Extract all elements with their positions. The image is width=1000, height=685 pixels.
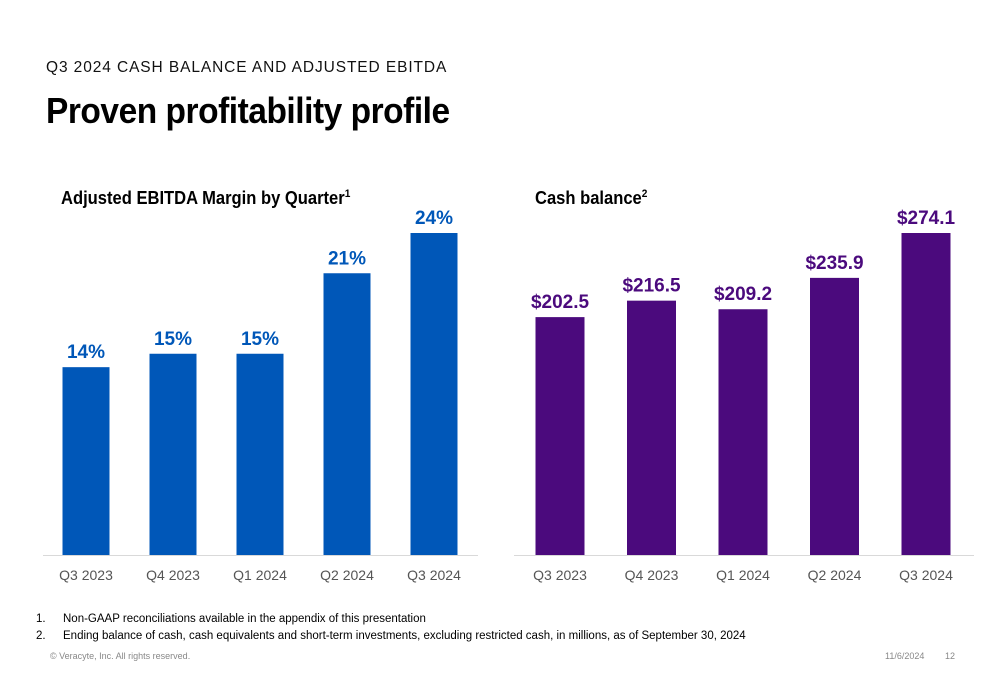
cash-data-label: $209.2	[714, 284, 772, 305]
ebitda-chart-title: Adjusted EBITDA Margin by Quarter1	[61, 188, 350, 209]
footnote-2-number: 2.	[36, 630, 46, 642]
cash-data-label: $216.5	[622, 276, 681, 297]
ebitda-tick-label: Q2 2024	[320, 567, 374, 583]
ebitda-chart-footnote-ref: 1	[344, 188, 351, 200]
ebitda-bar	[410, 233, 458, 555]
footnotes: 1. Non-GAAP reconciliations available in…	[36, 611, 746, 645]
ebitda-bar	[62, 367, 110, 555]
footnote-1-number: 1.	[36, 613, 46, 625]
cash-bar	[901, 233, 951, 555]
ebitda-data-label: 15%	[241, 329, 279, 350]
cash-chart-title: Cash balance2	[535, 188, 647, 209]
ebitda-bar	[149, 353, 197, 555]
copyright: © Veracyte, Inc. All rights reserved.	[50, 651, 191, 661]
cash-chart-title-text: Cash balance	[535, 188, 642, 208]
ebitda-bar	[236, 353, 284, 555]
page-number: 12	[945, 651, 956, 661]
cash-data-label: $235.9	[805, 253, 863, 274]
cash-bar	[718, 309, 768, 555]
ebitda-data-label: 15%	[154, 329, 192, 350]
cash-tick-label: Q4 2023	[625, 567, 679, 583]
ebitda-data-label: 24%	[415, 208, 453, 229]
section-eyebrow: Q3 2024 CASH BALANCE AND ADJUSTED EBITDA	[46, 59, 448, 76]
ebitda-tick-label: Q4 2023	[146, 567, 200, 583]
footnote-2: 2. Ending balance of cash, cash equivale…	[36, 628, 746, 645]
cash-data-label: $202.5	[531, 292, 590, 313]
page-date: 11/6/2024	[885, 651, 925, 661]
cash-bar	[810, 277, 859, 555]
cash-tick-label: Q3 2023	[533, 567, 587, 583]
footnote-1-text: Non-GAAP reconciliations available in th…	[63, 613, 426, 625]
cash-tick-label: Q2 2024	[808, 567, 862, 583]
cash-tick-label: Q3 2024	[899, 567, 953, 583]
cash-data-label: $274.1	[897, 208, 956, 229]
ebitda-data-label: 14%	[67, 342, 105, 363]
page-title: Proven profitability profile	[46, 90, 450, 131]
footnote-2-text: Ending balance of cash, cash equivalents…	[63, 630, 746, 642]
ebitda-data-label: 21%	[328, 248, 366, 269]
ebitda-bar	[323, 273, 371, 555]
ebitda-tick-label: Q3 2024	[407, 567, 461, 583]
cash-tick-label: Q1 2024	[716, 567, 770, 583]
footnote-1: 1. Non-GAAP reconciliations available in…	[36, 611, 746, 628]
ebitda-tick-label: Q1 2024	[233, 567, 287, 583]
ebitda-chart-title-text: Adjusted EBITDA Margin by Quarter	[61, 188, 345, 208]
cash-chart-footnote-ref: 2	[641, 188, 648, 200]
cash-bar	[627, 300, 676, 555]
ebitda-tick-label: Q3 2023	[59, 567, 113, 583]
cash-bar	[535, 317, 585, 555]
